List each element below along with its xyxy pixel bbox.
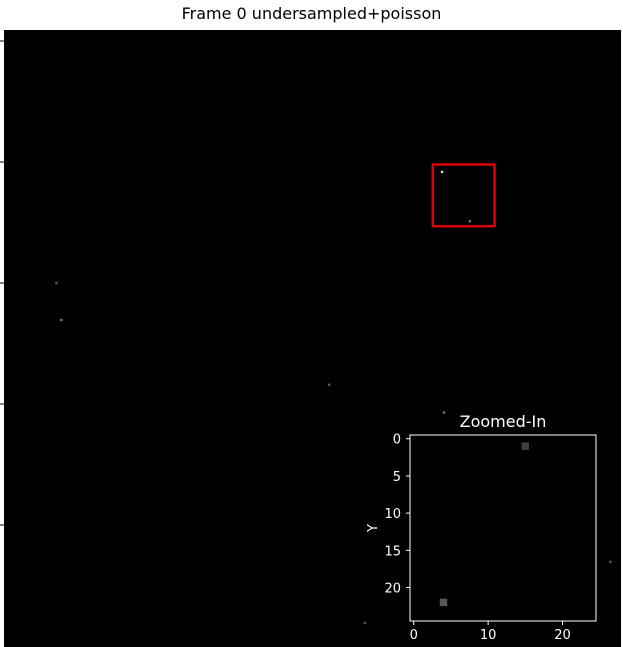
- inset-y-tick-label: 20: [384, 582, 401, 597]
- inset-title: Zoomed-In: [460, 412, 547, 431]
- bright-point: [55, 281, 58, 285]
- inset-x-tick-label: 10: [480, 628, 497, 643]
- bright-point: [442, 411, 446, 414]
- bright-point: [440, 170, 444, 174]
- inset-x-tick-label: 0: [410, 628, 418, 643]
- inset-frame: [409, 434, 597, 622]
- inset-y-tick-label: 5: [393, 470, 401, 485]
- bright-point: [609, 560, 612, 564]
- inset-y-tick-label: 15: [384, 544, 401, 559]
- bright-point: [363, 621, 367, 625]
- bright-point: [60, 318, 63, 322]
- chart-title: Frame 0 undersampled+poisson: [181, 4, 442, 23]
- zoom-region-box: [431, 163, 496, 228]
- inset-pixel: [521, 442, 530, 450]
- inset-y-tick-label: 10: [384, 507, 401, 522]
- bright-point: [327, 383, 331, 386]
- inset-y-tick-label: 0: [393, 433, 401, 448]
- inset-y-axis-label: Y: [366, 524, 381, 533]
- inset-x-tick-label: 20: [554, 628, 571, 643]
- inset-image-area: [410, 435, 596, 621]
- inset-pixel: [439, 598, 448, 607]
- bright-point: [468, 220, 472, 223]
- inset-axes: Zoomed-In 0 10 20 0 5 10 15 20 Y: [366, 412, 597, 643]
